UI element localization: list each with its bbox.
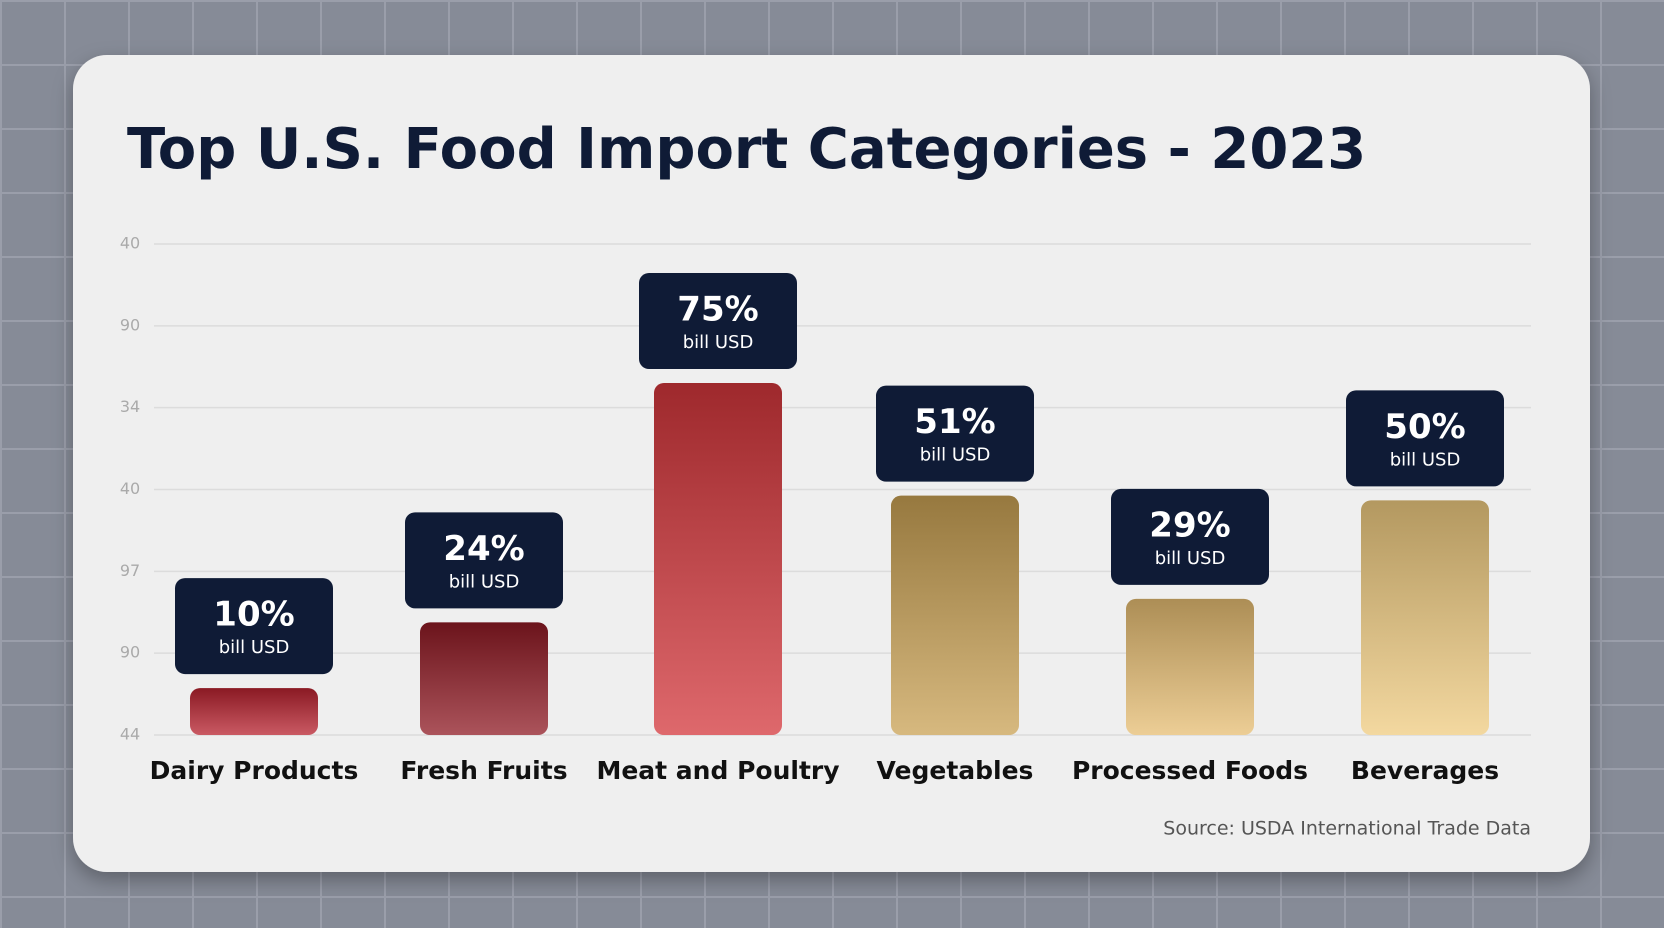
value-label: 75%	[677, 290, 758, 330]
source: Source: USDA International Trade Data	[1163, 818, 1531, 840]
y-axis-label: 90	[120, 315, 140, 334]
x-tick-label: Fresh Fruits	[400, 756, 567, 785]
value-unit: bill USD	[1155, 548, 1226, 569]
bar-shade	[190, 688, 318, 735]
y-axis-label: 90	[120, 643, 140, 662]
bar-shade	[654, 383, 782, 735]
value-box	[175, 578, 333, 675]
value-box	[1346, 390, 1504, 487]
value-unit: bill USD	[920, 445, 991, 466]
y-axis-label: 97	[120, 561, 140, 580]
bar-shade	[420, 622, 548, 735]
y-axis-label: 34	[120, 397, 140, 416]
value-label: 51%	[914, 402, 995, 442]
value-label: 10%	[213, 595, 294, 635]
x-tick-label: Dairy Products	[150, 756, 359, 785]
value-label: 50%	[1384, 407, 1465, 447]
chart-title: Top U.S. Food Import Categories - 2023	[127, 117, 1366, 182]
x-tick-label: Beverages	[1351, 756, 1499, 785]
y-axis-label: 44	[120, 725, 140, 744]
value-unit: bill USD	[683, 332, 754, 353]
value-box	[405, 512, 563, 609]
bar-shade	[1361, 500, 1489, 735]
value-box	[639, 273, 797, 369]
value-box	[1111, 488, 1269, 585]
bar-shade	[891, 495, 1019, 735]
value-unit: bill USD	[219, 637, 290, 658]
value-unit: bill USD	[449, 571, 520, 592]
value-label: 24%	[443, 529, 524, 569]
x-tick-label: Meat and Poultry	[596, 756, 839, 785]
bar-shade	[1126, 598, 1254, 735]
value-label: 29%	[1149, 505, 1230, 545]
y-axis-label: 40	[120, 479, 140, 498]
value-box	[876, 385, 1034, 482]
y-axis-label: 40	[120, 234, 140, 253]
x-tick-label: Processed Foods	[1072, 756, 1308, 785]
value-unit: bill USD	[1390, 449, 1461, 470]
x-tick-label: Vegetables	[877, 756, 1034, 785]
